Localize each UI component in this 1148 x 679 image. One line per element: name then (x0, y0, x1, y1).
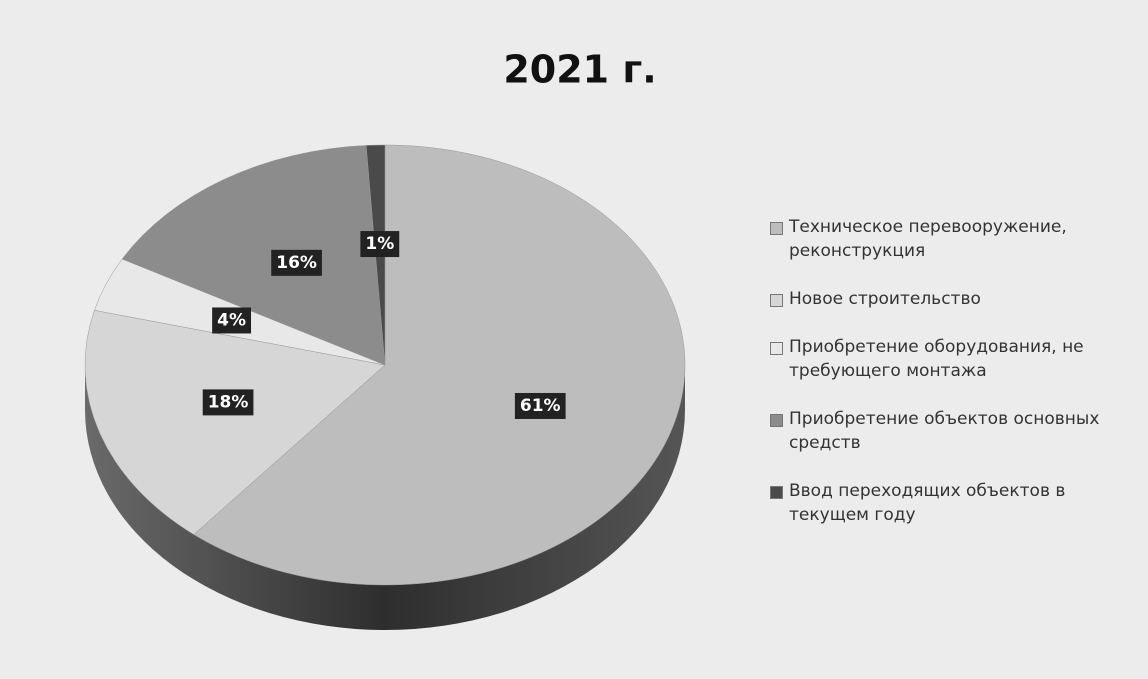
legend-item: Новое строительство (770, 287, 1120, 311)
data-label: 4% (212, 307, 252, 334)
legend: Техническое перевооружение, реконструкци… (770, 215, 1120, 551)
data-label-box (271, 249, 322, 276)
data-label-text: 61% (520, 396, 561, 416)
chart-title: 2021 г. (503, 48, 656, 92)
legend-swatch (770, 414, 783, 427)
data-label-box (202, 389, 254, 416)
data-label-text: 4% (217, 310, 246, 330)
data-label: 16% (271, 249, 322, 276)
data-label-text: 16% (276, 253, 317, 273)
legend-label: Приобретение объектов основных средств (789, 409, 1100, 453)
data-label-box (514, 392, 566, 419)
legend-label: Ввод переходящих объектов в текущем году (789, 481, 1066, 525)
legend-swatch (770, 222, 783, 235)
legend-item: Техническое перевооружение, реконструкци… (770, 215, 1120, 263)
data-label-text: 1% (365, 234, 394, 254)
legend-swatch (770, 342, 783, 355)
pie-slice (121, 145, 386, 366)
legend-label: Приобретение оборудования, не требующего… (789, 337, 1084, 381)
legend-swatch (770, 294, 783, 307)
legend-item: Приобретение оборудования, не требующего… (770, 335, 1120, 383)
legend-item: Ввод переходящих объектов в текущем году (770, 479, 1120, 527)
legend-label: Новое строительство (789, 289, 981, 309)
data-label: 1% (360, 231, 400, 258)
legend-label: Техническое перевооружение, реконструкци… (789, 217, 1067, 261)
data-label-box (360, 231, 400, 258)
data-label: 18% (202, 389, 254, 416)
legend-swatch (770, 486, 783, 499)
pie-slice (193, 144, 686, 586)
data-label-text: 18% (208, 392, 249, 412)
data-label-box (212, 307, 252, 334)
data-label: 61% (514, 392, 566, 419)
legend-item: Приобретение объектов основных средств (770, 407, 1120, 455)
pie-slice (84, 310, 386, 535)
